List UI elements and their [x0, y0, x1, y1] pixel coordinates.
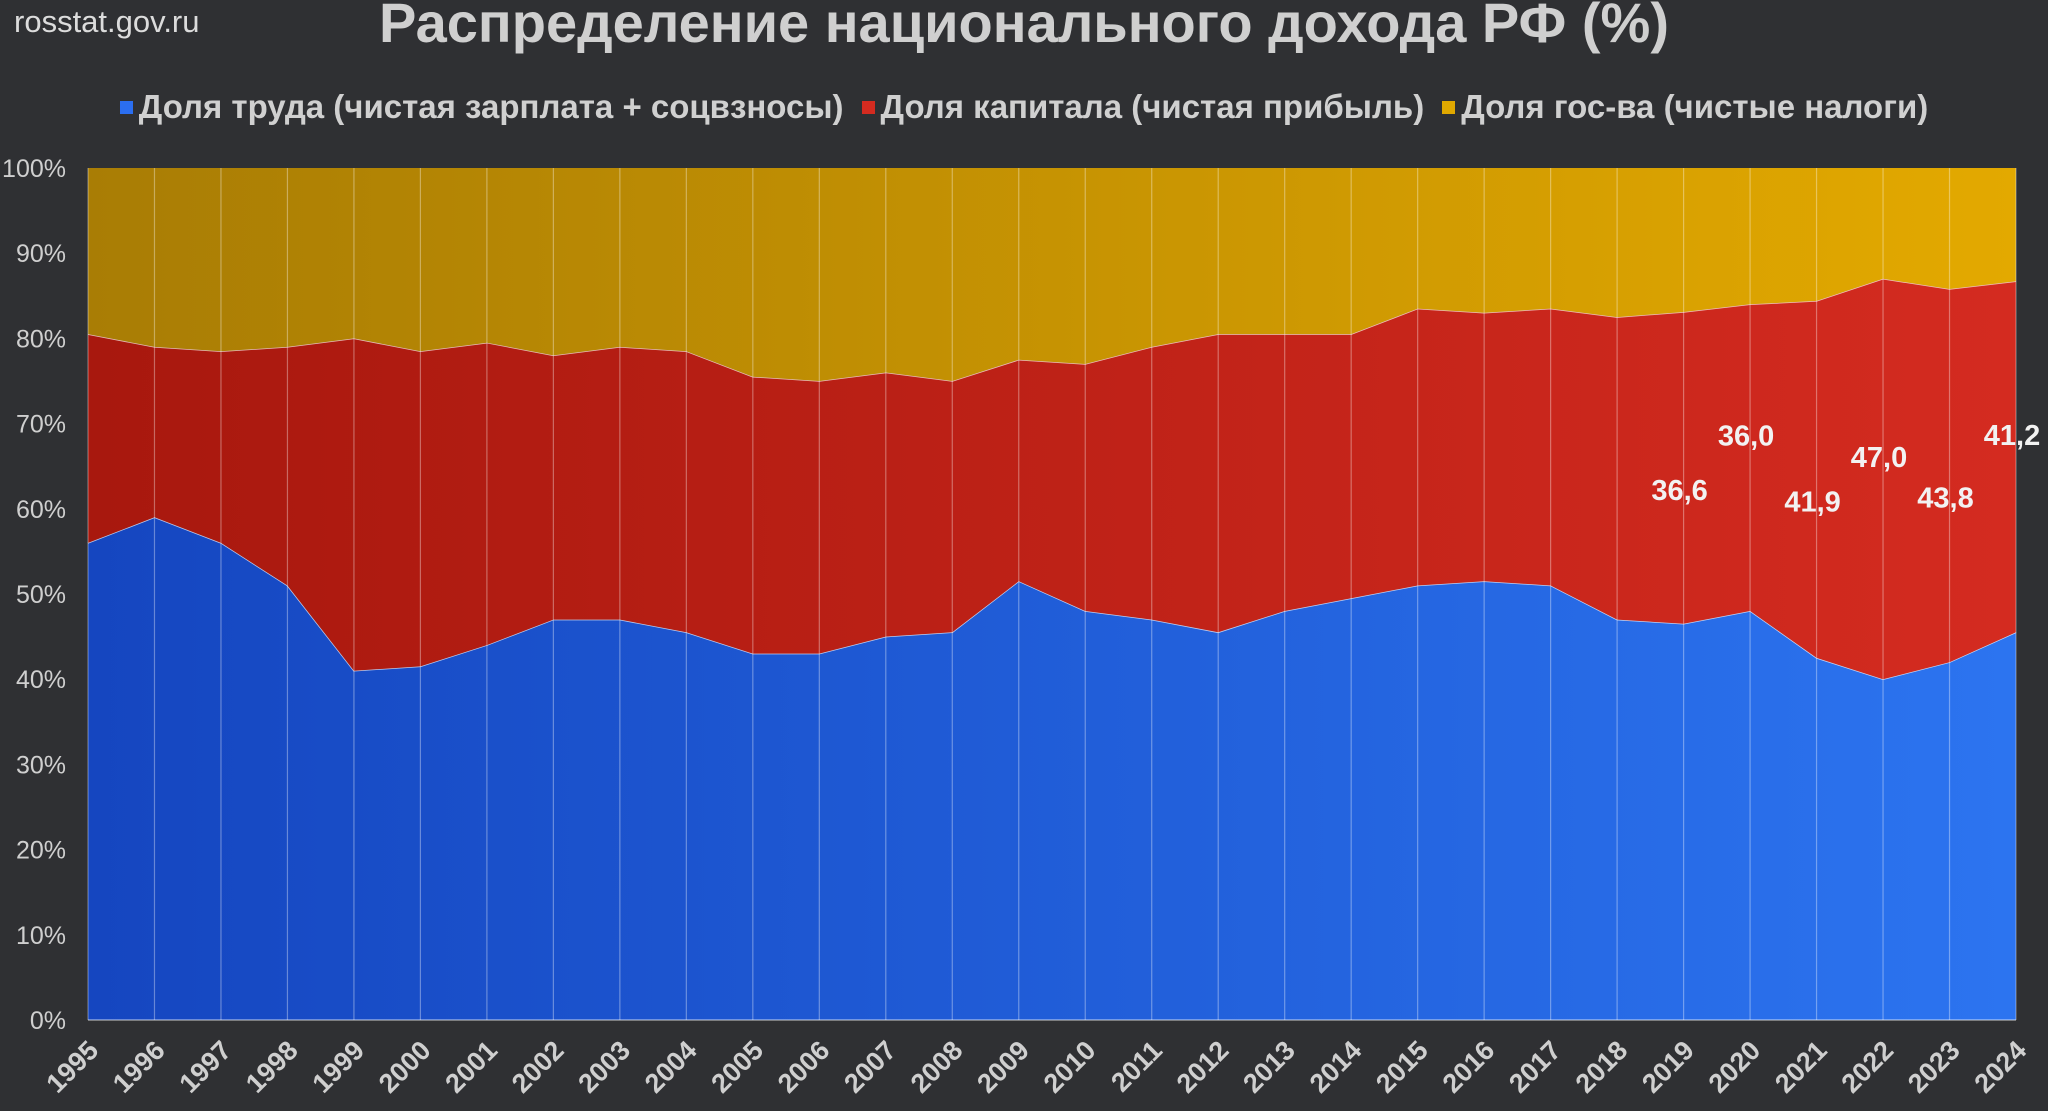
x-tick-label: 2001 — [439, 1035, 503, 1099]
x-tick-label: 2017 — [1503, 1035, 1567, 1099]
data-label-capital: 36,0 — [1718, 421, 1774, 453]
x-tick-label: 2011 — [1105, 1035, 1168, 1098]
data-label-capital: 43,8 — [1917, 483, 1973, 515]
x-tick-label: 2012 — [1171, 1035, 1235, 1099]
legend-label-labor: Доля труда (чистая зарплата + соцвзносы) — [138, 88, 844, 125]
x-tick-label: 2010 — [1038, 1035, 1102, 1099]
legend-swatch-capital — [861, 100, 875, 114]
x-tick-label: 2007 — [838, 1035, 902, 1099]
x-tick-label: 2002 — [506, 1035, 570, 1099]
x-tick-label: 2024 — [1969, 1035, 2033, 1099]
y-tick-label: 100% — [2, 155, 66, 183]
chart-legend: Доля труда (чистая зарплата + соцвзносы)… — [0, 88, 2048, 126]
y-tick-label: 70% — [16, 411, 66, 439]
x-tick-label: 2008 — [905, 1035, 969, 1099]
y-tick-label: 80% — [16, 325, 66, 353]
x-tick-label: 2015 — [1370, 1035, 1434, 1099]
x-tick-label: 2021 — [1769, 1035, 1833, 1099]
x-tick-label: 1996 — [107, 1035, 171, 1099]
area-capital — [88, 278, 2016, 680]
data-label-capital: 36,6 — [1651, 475, 1707, 507]
y-tick-label: 60% — [16, 496, 66, 524]
x-tick-label: 2000 — [373, 1035, 437, 1099]
legend-item-government: Доля гос-ва (чистые налоги) — [1442, 88, 1928, 126]
x-tick-label: 2005 — [705, 1035, 769, 1099]
x-tick-label: 2004 — [639, 1035, 703, 1099]
legend-swatch-labor — [119, 100, 133, 114]
x-tick-label: 2018 — [1570, 1035, 1634, 1099]
x-tick-label: 1997 — [174, 1035, 238, 1099]
y-tick-label: 40% — [16, 666, 66, 694]
y-tick-label: 90% — [16, 240, 66, 268]
y-tick-label: 20% — [16, 837, 66, 865]
area-labor — [88, 517, 2016, 1020]
legend-item-labor: Доля труда (чистая зарплата + соцвзносы) — [119, 88, 844, 126]
y-tick-label: 50% — [16, 581, 66, 609]
x-tick-label: 2009 — [971, 1035, 1035, 1099]
legend-item-capital: Доля капитала (чистая прибыль) — [861, 88, 1425, 126]
x-tick-label: 2019 — [1636, 1035, 1700, 1099]
data-label-capital: 47,0 — [1851, 442, 1907, 474]
x-tick-label: 2016 — [1437, 1035, 1501, 1099]
area-government — [88, 168, 2016, 381]
x-tick-label: 2006 — [772, 1035, 836, 1099]
data-label-capital: 41,2 — [1984, 420, 2040, 452]
x-tick-label: 2014 — [1304, 1035, 1368, 1099]
x-tick-label: 1998 — [240, 1035, 304, 1099]
x-tick-label: 2020 — [1703, 1035, 1767, 1099]
legend-label-capital: Доля капитала (чистая прибыль) — [880, 88, 1425, 125]
chart-title: Распределение национального дохода РФ (%… — [379, 0, 1669, 54]
source-label: rosstat.gov.ru — [14, 4, 200, 39]
data-label-capital: 41,9 — [1784, 486, 1840, 518]
y-tick-label: 10% — [16, 922, 66, 950]
x-tick-label: 2023 — [1902, 1035, 1966, 1099]
y-tick-label: 30% — [16, 751, 66, 779]
legend-label-government: Доля гос-ва (чистые налоги) — [1461, 88, 1929, 125]
legend-swatch-government — [1442, 100, 1456, 114]
x-tick-label: 1995 — [41, 1035, 105, 1099]
x-tick-label: 2003 — [572, 1035, 636, 1099]
y-tick-label: 0% — [30, 1007, 66, 1035]
x-tick-label: 2022 — [1836, 1035, 1900, 1099]
x-tick-label: 2013 — [1237, 1035, 1301, 1099]
x-tick-label: 1999 — [306, 1035, 370, 1099]
